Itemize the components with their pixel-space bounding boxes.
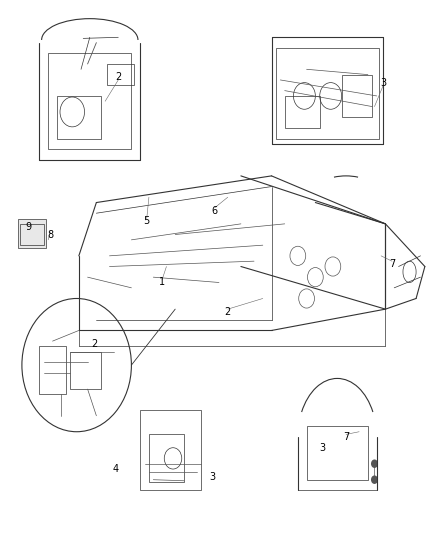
Text: 3: 3 xyxy=(319,443,325,453)
Circle shape xyxy=(371,459,378,468)
Bar xyxy=(285,96,320,128)
Bar xyxy=(57,96,101,139)
Text: 7: 7 xyxy=(389,259,395,269)
Bar xyxy=(70,352,101,389)
Bar xyxy=(307,426,368,480)
Text: 3: 3 xyxy=(380,78,386,87)
Text: 9: 9 xyxy=(25,222,32,231)
Bar xyxy=(140,410,201,490)
Text: 7: 7 xyxy=(343,432,349,442)
Bar xyxy=(342,75,372,117)
Text: 5: 5 xyxy=(144,216,150,226)
Text: 1: 1 xyxy=(159,278,165,287)
Bar xyxy=(18,219,46,248)
Bar xyxy=(149,434,184,482)
Text: 3: 3 xyxy=(209,472,215,482)
Text: 2: 2 xyxy=(91,339,97,349)
Text: 8: 8 xyxy=(47,230,53,239)
Text: 6: 6 xyxy=(212,206,218,215)
Bar xyxy=(39,346,66,394)
Bar xyxy=(48,53,131,149)
Bar xyxy=(107,64,134,85)
Text: 2: 2 xyxy=(115,72,121,82)
Circle shape xyxy=(371,475,378,484)
Text: 2: 2 xyxy=(225,307,231,317)
Bar xyxy=(20,224,44,245)
Text: 4: 4 xyxy=(113,464,119,474)
Bar xyxy=(276,48,379,139)
